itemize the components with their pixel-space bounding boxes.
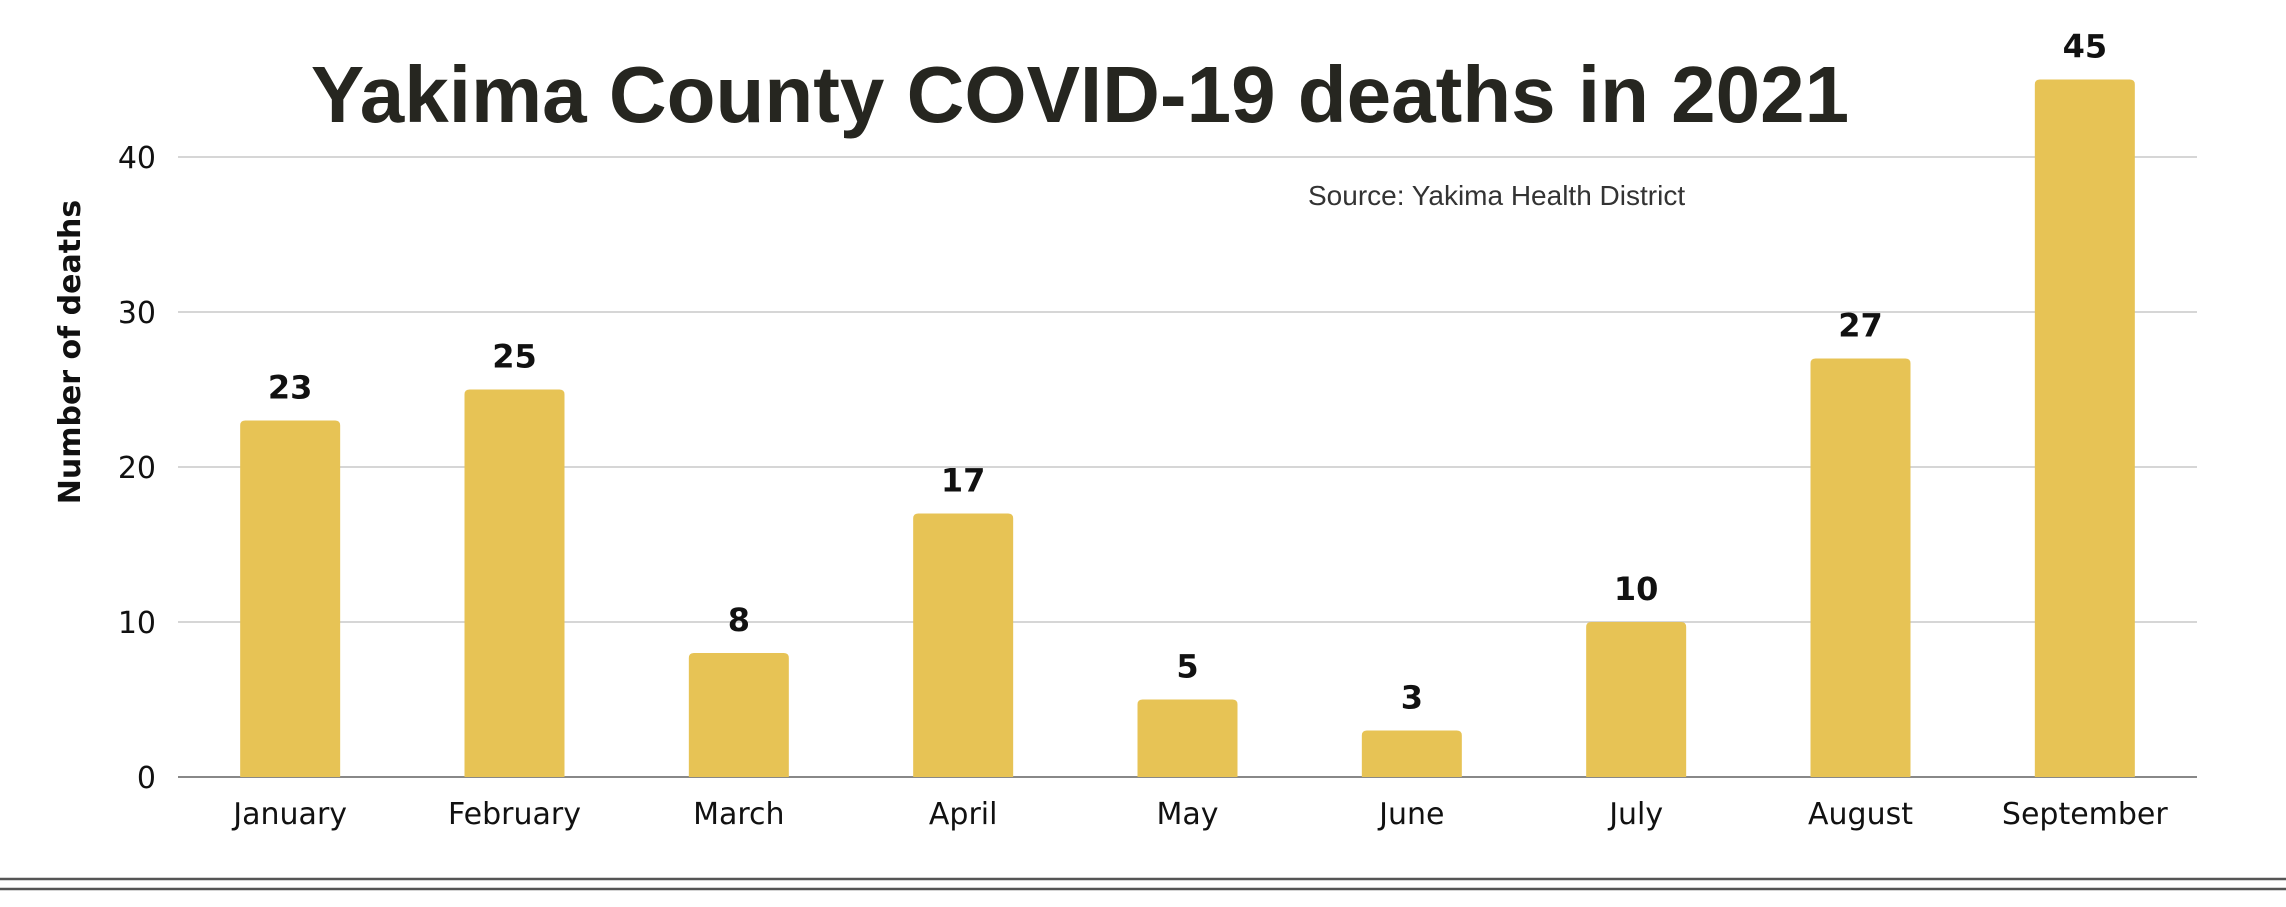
bar-july	[1586, 622, 1687, 777]
value-labels: 23 25 8 17 5 3 10 27 45	[268, 28, 2107, 717]
bar-april	[913, 513, 1014, 777]
bar-august	[1810, 358, 1911, 777]
value-label-may: 5	[1176, 648, 1198, 686]
x-tick-label-march: March	[693, 797, 784, 832]
y-tick-label: 20	[118, 451, 156, 486]
value-label-august: 27	[1838, 307, 1883, 345]
source-note: Source: Yakima Health District	[1308, 180, 1685, 211]
x-tick-label-april: April	[929, 797, 998, 832]
value-label-april: 17	[941, 462, 986, 500]
bar-may	[1137, 699, 1238, 777]
x-tick-label-september: September	[2002, 797, 2168, 832]
value-label-july: 10	[1614, 570, 1659, 608]
chart-title: Yakima County COVID-19 deaths in 2021	[311, 50, 1849, 139]
x-axis-ticks: January February March April May June July Augu…	[231, 797, 2168, 832]
x-tick-label-june: June	[1377, 797, 1444, 832]
value-label-february: 25	[492, 338, 537, 376]
y-axis-ticks: 0 10 20 30 40	[118, 141, 156, 796]
bar-january	[240, 420, 341, 777]
value-label-september: 45	[2063, 28, 2108, 66]
y-tick-label: 10	[118, 606, 156, 641]
bars	[240, 79, 2135, 777]
y-tick-label: 30	[118, 296, 156, 331]
x-tick-label-may: May	[1156, 797, 1218, 832]
y-tick-label: 40	[118, 141, 156, 176]
bar-september	[2034, 79, 2135, 777]
x-tick-label-august: August	[1808, 797, 1913, 832]
value-label-march: 8	[728, 601, 750, 639]
x-tick-label-july: July	[1607, 797, 1663, 832]
value-label-june: 3	[1401, 679, 1423, 717]
x-tick-label-january: January	[231, 797, 347, 832]
bar-february	[464, 389, 565, 777]
y-axis-label: Number of deaths	[53, 200, 88, 505]
y-tick-label: 0	[137, 761, 156, 796]
bar-march	[688, 653, 789, 777]
value-label-january: 23	[268, 369, 313, 407]
x-tick-label-february: February	[448, 797, 581, 832]
bar-june	[1361, 730, 1462, 777]
